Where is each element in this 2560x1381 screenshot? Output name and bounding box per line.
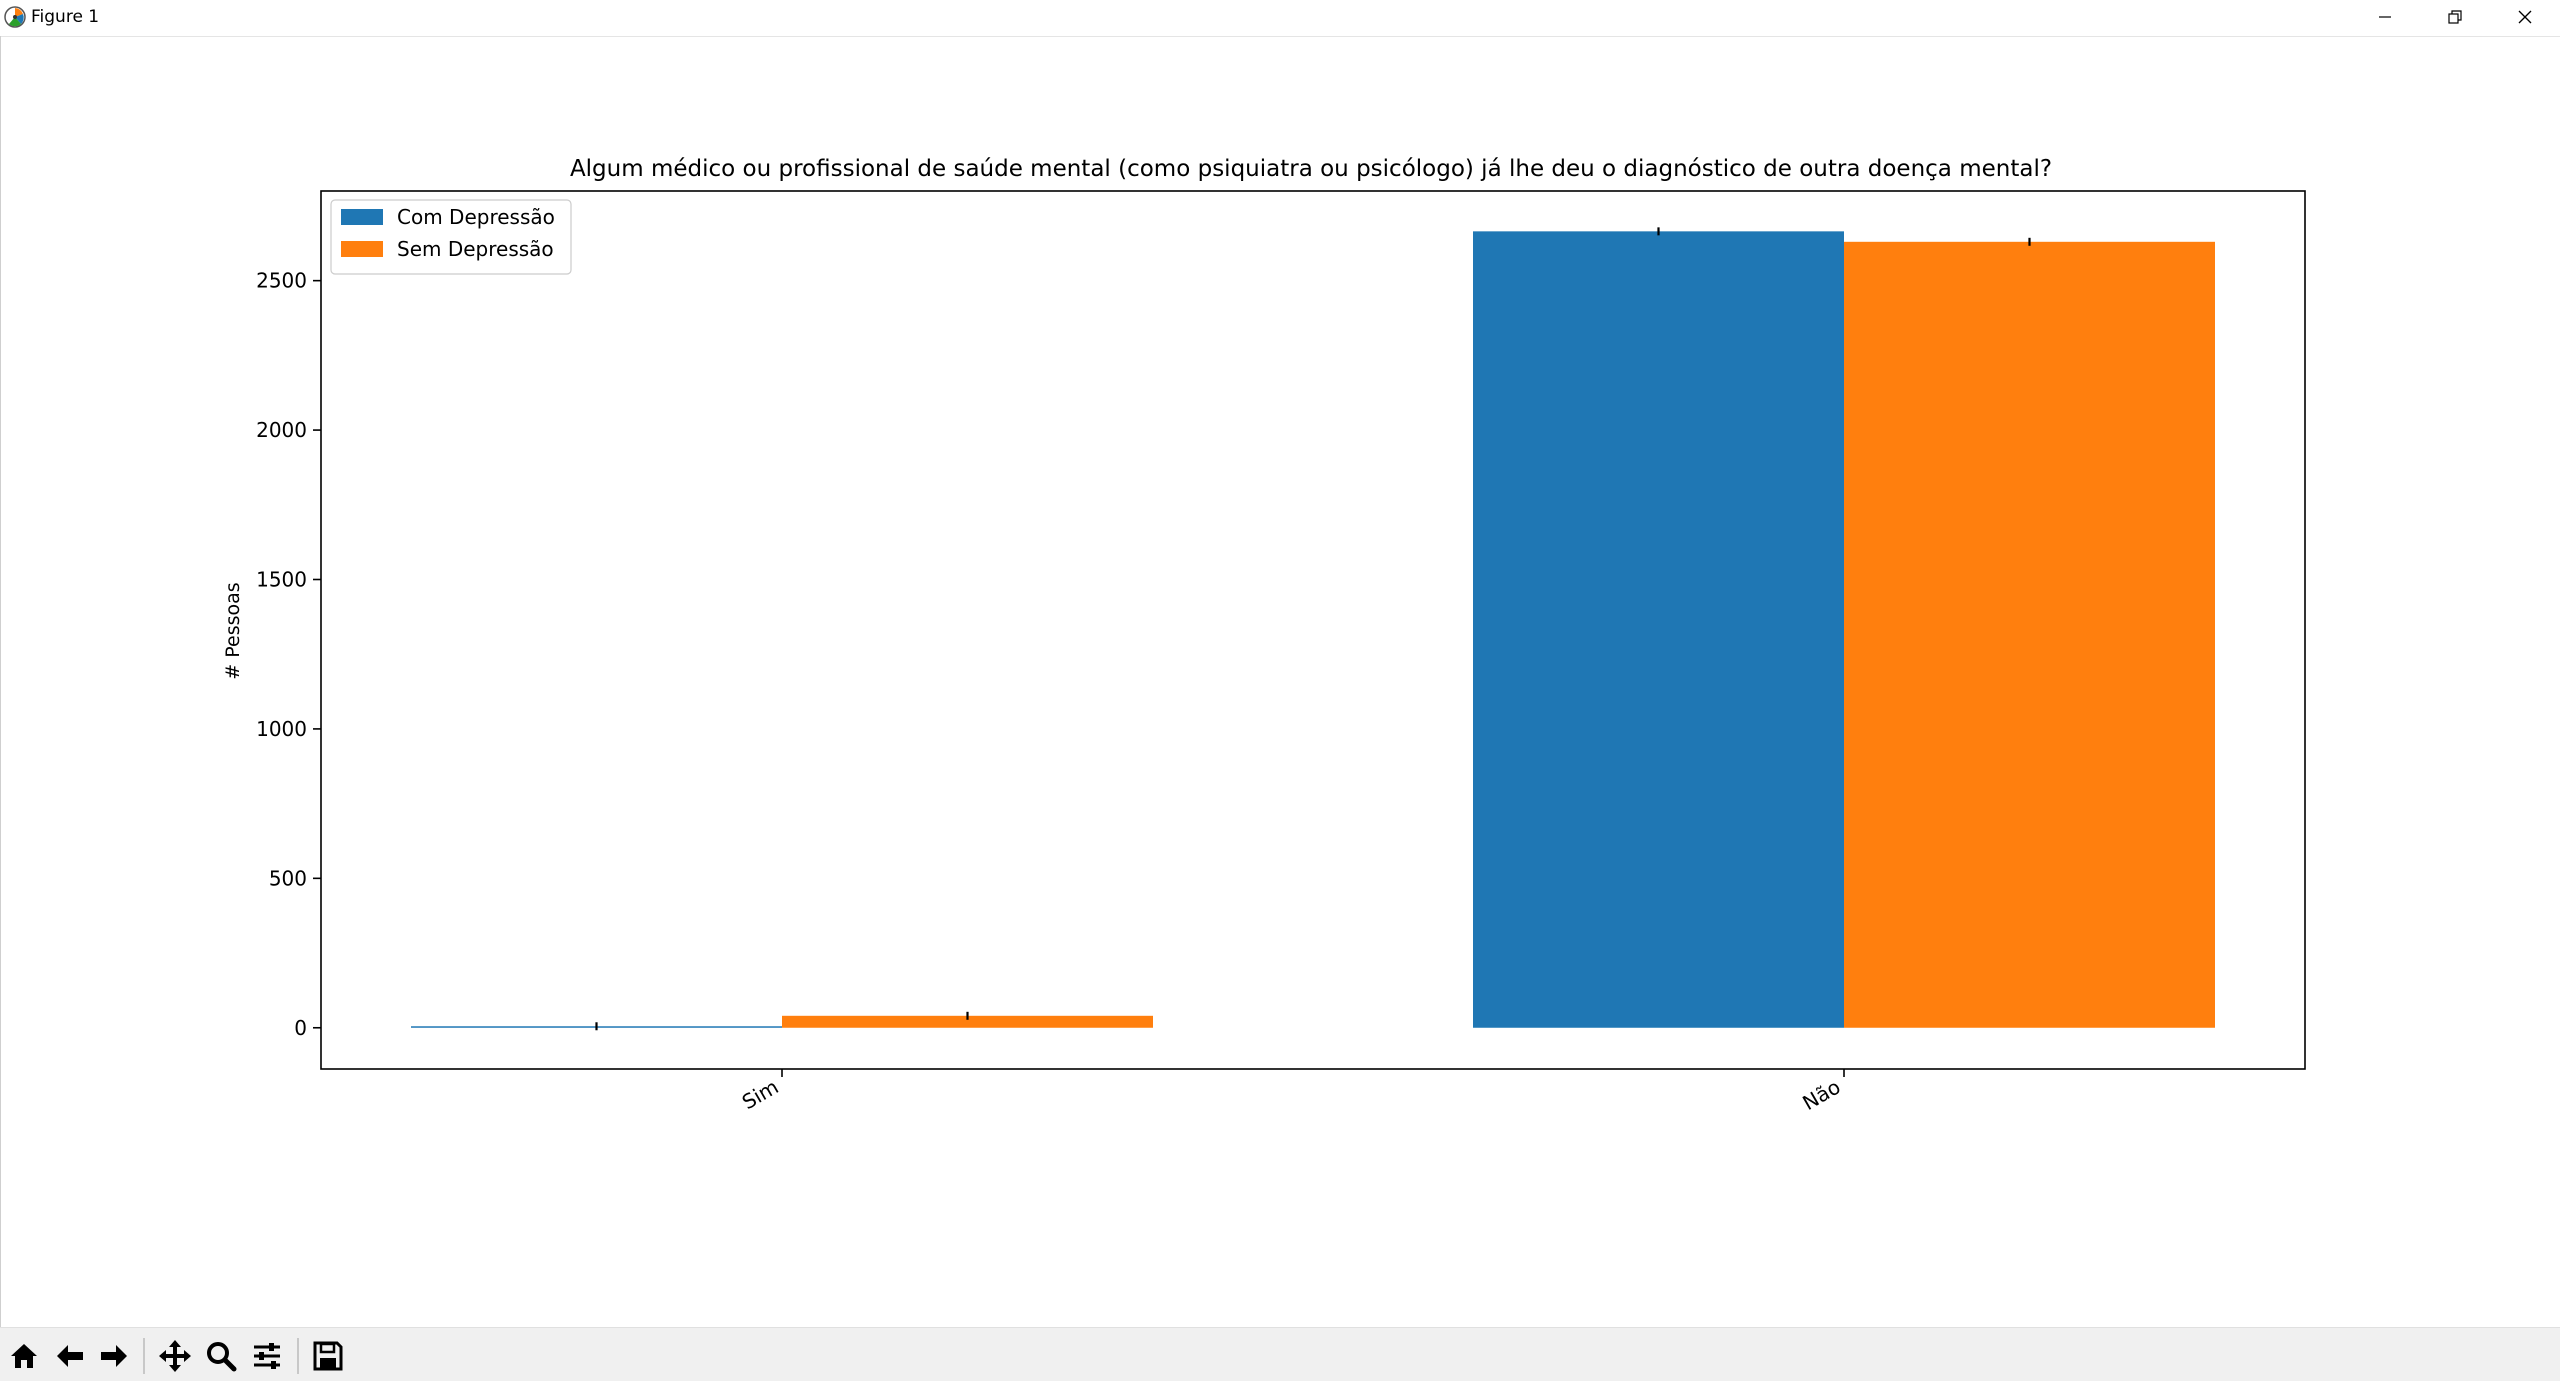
- legend-label-sem-depressao: Sem Depressão: [397, 237, 554, 261]
- configure-subplots-icon: [254, 1343, 280, 1369]
- legend-label-com-depressao: Com Depressão: [397, 205, 555, 229]
- y-tick-label: 2500: [256, 269, 307, 293]
- back-arrow-icon: [57, 1345, 83, 1367]
- forward-arrow-icon: [101, 1345, 127, 1367]
- zoom-icon: [207, 1342, 237, 1372]
- legend-box: [330, 199, 572, 275]
- save-icon: [313, 1341, 343, 1371]
- y-tick-label: 500: [269, 866, 307, 890]
- forward-button[interactable]: [94, 1336, 134, 1376]
- error-bars-group: [595, 227, 2031, 1031]
- bar-sem-depressao-sim: [782, 1015, 1153, 1028]
- x-axis: Sim Não: [738, 1069, 1845, 1115]
- pan-icon: [159, 1340, 191, 1372]
- minimize-icon: [2379, 16, 2391, 18]
- maximize-button[interactable]: [2420, 0, 2490, 34]
- minimize-button[interactable]: [2350, 0, 2420, 34]
- x-tick-label: Não: [1798, 1075, 1844, 1116]
- home-button[interactable]: [4, 1336, 44, 1376]
- legend-swatch-sem-depressao: [341, 241, 383, 257]
- close-button[interactable]: [2490, 0, 2560, 34]
- matplotlib-logo-icon: [4, 6, 26, 28]
- y-axis-label: # Pessoas: [222, 582, 244, 679]
- restore-icon: [2448, 10, 2462, 24]
- pan-button[interactable]: [155, 1336, 195, 1376]
- x-tick-label: Sim: [738, 1075, 783, 1115]
- bar-sem-depressao-nao: [1844, 241, 2215, 1028]
- plot-frame: [320, 190, 2306, 1070]
- save-button[interactable]: [308, 1336, 348, 1376]
- configure-subplots-button[interactable]: [247, 1336, 287, 1376]
- y-tick-label: 0: [294, 1016, 307, 1040]
- legend: Com Depressão Sem Depressão: [330, 199, 572, 275]
- toolbar-separator: [297, 1338, 299, 1374]
- bars-group: [411, 231, 2215, 1028]
- window-titlebar: Figure 1: [0, 0, 2560, 37]
- zoom-button[interactable]: [201, 1336, 241, 1376]
- y-tick-label: 2000: [256, 418, 307, 442]
- y-axis: 0 500 1000 1500 2000 2500: [256, 269, 321, 1040]
- y-tick-label: 1500: [256, 567, 307, 591]
- back-button[interactable]: [50, 1336, 90, 1376]
- close-icon: [2518, 10, 2532, 24]
- y-tick-label: 1000: [256, 717, 307, 741]
- navigation-toolbar: [0, 1327, 2560, 1381]
- window-title: Figure 1: [31, 7, 100, 27]
- window-border: [0, 36, 1, 1380]
- toolbar-separator: [143, 1338, 145, 1374]
- legend-swatch-com-depressao: [341, 209, 383, 225]
- home-icon: [11, 1344, 37, 1368]
- chart-title: Algum médico ou profissional de saúde me…: [570, 156, 2052, 182]
- bar-com-depressao-nao: [1473, 231, 1844, 1028]
- chart-figure[interactable]: Algum médico ou profissional de saúde me…: [1, 37, 2560, 1327]
